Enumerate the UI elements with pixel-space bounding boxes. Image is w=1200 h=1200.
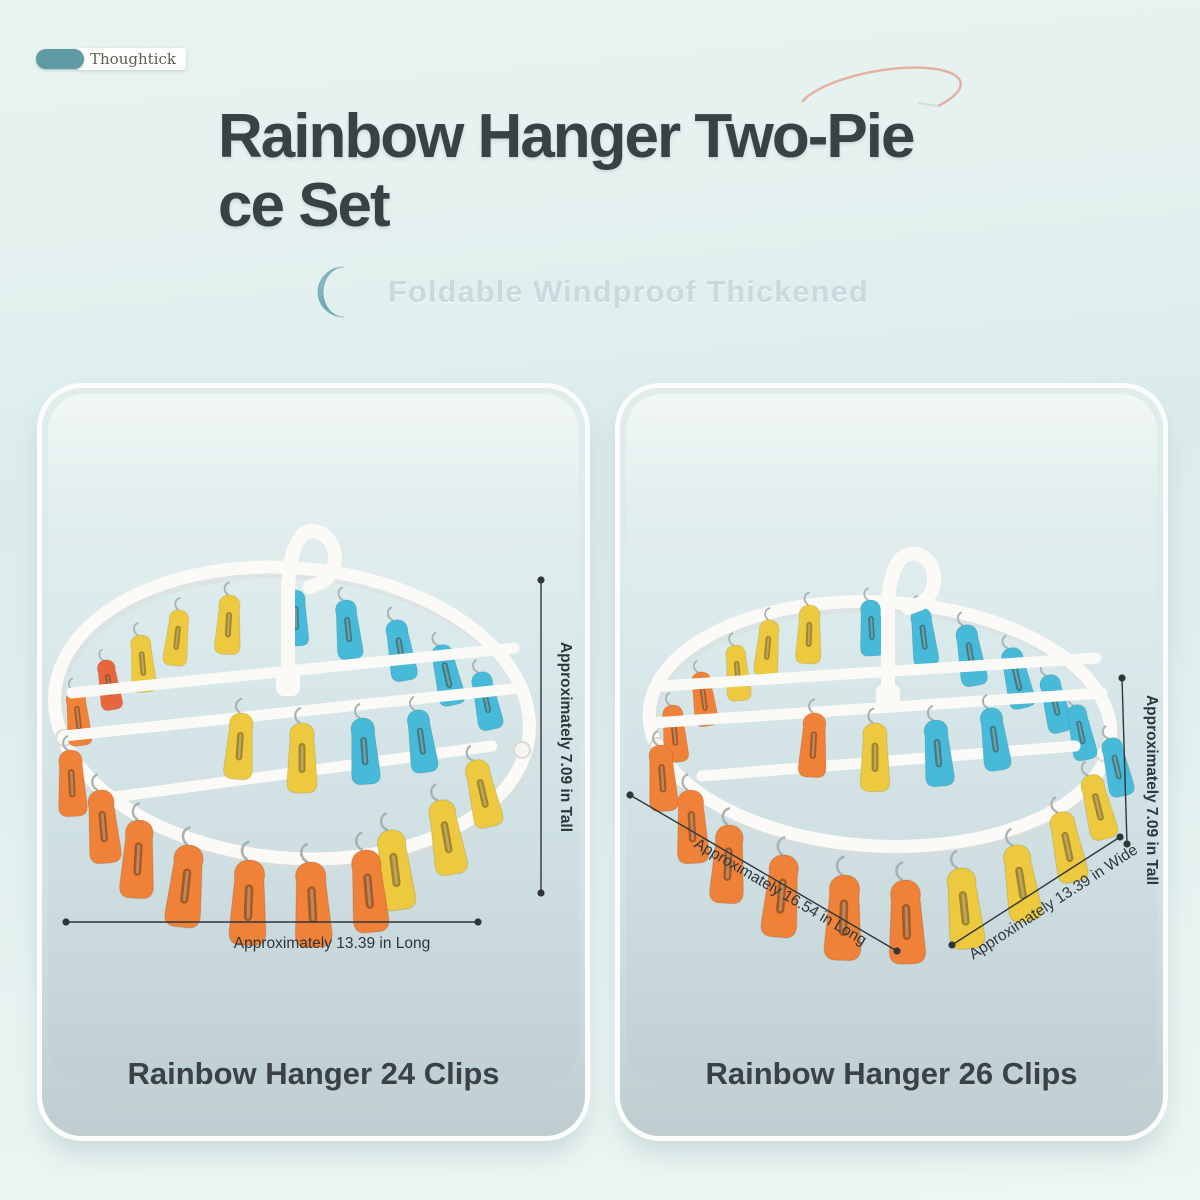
product-card-24: Approximately 7.09 in Tall Approximately… [42, 388, 585, 1136]
measurements-24: Approximately 7.09 in Tall Approximately… [62, 576, 574, 952]
measurements-26: Approximately 16.54 in Long Approximatel… [626, 674, 1160, 963]
measure-tall-label: Approximately 7.09 in Tall [557, 642, 574, 832]
measure-long-label: Approximately 13.39 in Long [234, 935, 430, 952]
brand-badge: Thoughtick [36, 48, 186, 70]
measure-lines [629, 677, 1128, 952]
measure-tall-label: Approximately 7.09 in Tall [1143, 695, 1160, 885]
hanger-frame [48, 560, 539, 871]
teal-pill-logo [36, 49, 84, 69]
measure-long-label: Approximately 16.54 in Long [691, 835, 869, 949]
product-card-26: Approximately 16.54 in Long Approximatel… [620, 388, 1163, 1136]
hanger-hook [876, 546, 942, 712]
subtitle: Foldable Windproof Thickened [388, 274, 869, 309]
crescent-moon-icon [317, 266, 345, 318]
card-inner-panel [626, 394, 1157, 1084]
measure-wide-label: Approximately 13.39 in Wide [966, 841, 1141, 963]
hanger-wire-arc-decoration [801, 66, 962, 108]
hanger-24-illustration [48, 524, 539, 950]
hanger-hook [276, 524, 342, 696]
page-title: Rainbow Hanger Two-Pie ce Set [218, 102, 915, 241]
hanger-26-illustration [642, 546, 1137, 966]
card-caption: Rainbow Hanger 26 Clips [705, 1056, 1078, 1091]
measure-lines [66, 580, 542, 923]
brand-name: Thoughtick [76, 48, 186, 70]
card-caption: Rainbow Hanger 24 Clips [127, 1056, 500, 1091]
